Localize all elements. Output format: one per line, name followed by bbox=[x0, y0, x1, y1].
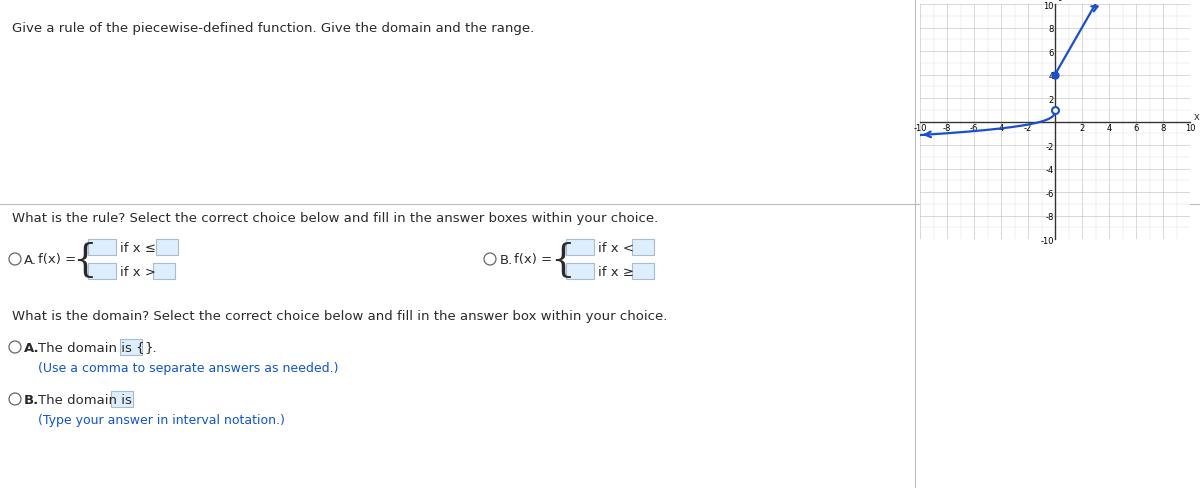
FancyBboxPatch shape bbox=[632, 240, 654, 256]
Text: The domain is {: The domain is { bbox=[38, 341, 145, 354]
Text: {: { bbox=[550, 241, 575, 278]
Text: if x ≥: if x ≥ bbox=[598, 265, 634, 278]
Text: (Type your answer in interval notation.): (Type your answer in interval notation.) bbox=[38, 413, 284, 426]
Text: }.: }. bbox=[144, 341, 157, 354]
Text: if x ≤: if x ≤ bbox=[120, 241, 156, 254]
Text: {: { bbox=[72, 241, 97, 278]
Text: The domain is: The domain is bbox=[38, 393, 132, 406]
Text: Give a rule of the piecewise-defined function. Give the domain and the range.: Give a rule of the piecewise-defined fun… bbox=[12, 22, 534, 35]
FancyBboxPatch shape bbox=[120, 339, 142, 355]
FancyBboxPatch shape bbox=[88, 264, 116, 280]
FancyBboxPatch shape bbox=[156, 240, 178, 256]
Text: What is the domain? Select the correct choice below and fill in the answer box w: What is the domain? Select the correct c… bbox=[12, 309, 667, 323]
Text: if x <: if x < bbox=[598, 241, 634, 254]
FancyBboxPatch shape bbox=[88, 240, 116, 256]
Text: (Use a comma to separate answers as needed.): (Use a comma to separate answers as need… bbox=[38, 361, 338, 374]
FancyBboxPatch shape bbox=[112, 391, 133, 407]
FancyBboxPatch shape bbox=[632, 264, 654, 280]
Text: What is the rule? Select the correct choice below and fill in the answer boxes w: What is the rule? Select the correct cho… bbox=[12, 212, 659, 224]
Text: if x >: if x > bbox=[120, 265, 156, 278]
Text: x: x bbox=[1194, 111, 1200, 122]
Text: B.: B. bbox=[500, 253, 514, 266]
FancyBboxPatch shape bbox=[566, 264, 594, 280]
FancyBboxPatch shape bbox=[154, 264, 175, 280]
Text: f(x) =: f(x) = bbox=[514, 253, 552, 266]
Text: f(x) =: f(x) = bbox=[38, 253, 76, 266]
FancyBboxPatch shape bbox=[566, 240, 594, 256]
Text: A.: A. bbox=[24, 341, 40, 354]
Text: A.: A. bbox=[24, 253, 37, 266]
Text: B.: B. bbox=[24, 393, 40, 406]
